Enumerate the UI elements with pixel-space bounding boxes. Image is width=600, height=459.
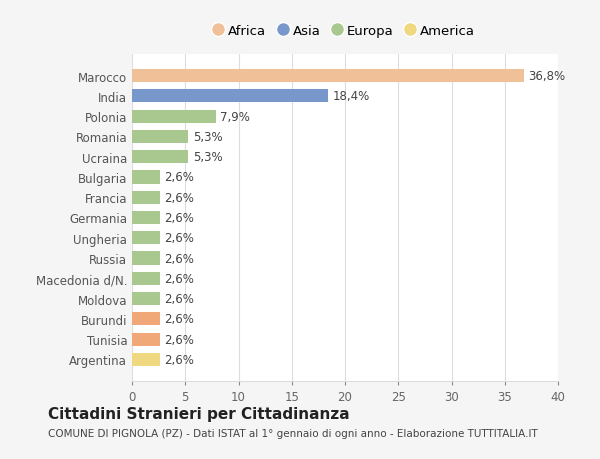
Bar: [132, 252, 160, 265]
Bar: [132, 353, 160, 366]
Text: Cittadini Stranieri per Cittadinanza: Cittadini Stranieri per Cittadinanza: [48, 406, 350, 421]
Bar: [132, 171, 160, 184]
Text: 2,6%: 2,6%: [164, 191, 194, 204]
Bar: [132, 151, 188, 164]
Text: COMUNE DI PIGNOLA (PZ) - Dati ISTAT al 1° gennaio di ogni anno - Elaborazione TU: COMUNE DI PIGNOLA (PZ) - Dati ISTAT al 1…: [48, 428, 538, 438]
Bar: [132, 110, 216, 123]
Bar: [132, 292, 160, 306]
Text: 2,6%: 2,6%: [164, 313, 194, 325]
Text: 2,6%: 2,6%: [164, 272, 194, 285]
Bar: [132, 70, 524, 83]
Text: 2,6%: 2,6%: [164, 232, 194, 245]
Bar: [132, 191, 160, 204]
Bar: [132, 212, 160, 224]
Text: 5,3%: 5,3%: [193, 151, 223, 164]
Bar: [132, 232, 160, 245]
Text: 2,6%: 2,6%: [164, 292, 194, 305]
Text: 2,6%: 2,6%: [164, 171, 194, 184]
Text: 2,6%: 2,6%: [164, 252, 194, 265]
Bar: [132, 313, 160, 326]
Text: 2,6%: 2,6%: [164, 353, 194, 366]
Text: 18,4%: 18,4%: [332, 90, 370, 103]
Text: 7,9%: 7,9%: [220, 111, 250, 123]
Bar: [132, 333, 160, 346]
Text: 5,3%: 5,3%: [193, 131, 223, 144]
Bar: [132, 130, 188, 144]
Bar: [132, 272, 160, 285]
Text: 2,6%: 2,6%: [164, 333, 194, 346]
Legend: Africa, Asia, Europa, America: Africa, Asia, Europa, America: [209, 19, 481, 43]
Text: 36,8%: 36,8%: [528, 70, 565, 83]
Bar: [132, 90, 328, 103]
Text: 2,6%: 2,6%: [164, 212, 194, 224]
